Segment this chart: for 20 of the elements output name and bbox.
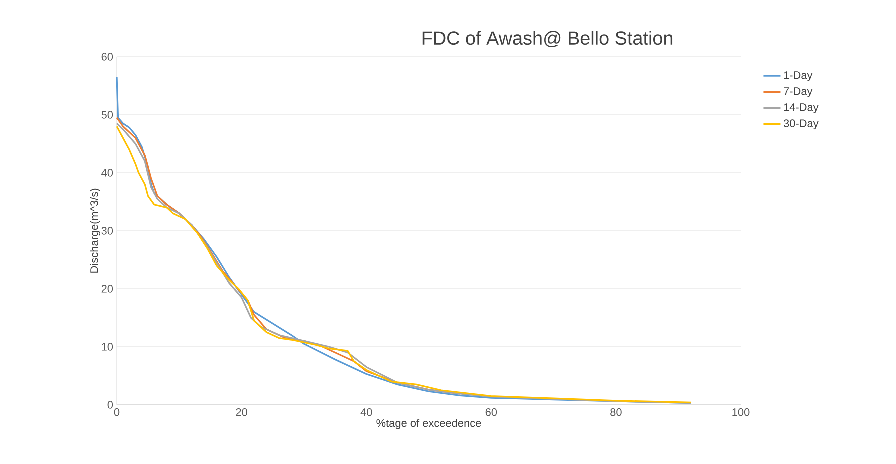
y-tick-label: 50 <box>102 111 114 119</box>
x-tick-label: 100 <box>732 408 750 416</box>
y-axis-title: Discharge(m^3/s) <box>90 188 100 273</box>
x-axis-title: %tage of exceedence <box>376 419 482 430</box>
legend-label: 30-Day <box>784 120 819 130</box>
chart-title: FDC of Awash@ Bello Station <box>422 31 673 48</box>
x-tick-label: 60 <box>486 408 498 416</box>
x-tick-label: 80 <box>610 408 622 416</box>
legend-label: 1-Day <box>784 72 813 82</box>
legend-label: 14-Day <box>784 104 819 114</box>
x-tick-label: 20 <box>236 408 248 416</box>
y-tick-label: 20 <box>102 285 114 293</box>
legend-label: 7-Day <box>784 88 813 98</box>
y-tick-label: 60 <box>102 53 114 61</box>
x-tick-label: 40 <box>360 408 372 416</box>
x-tick-label: 0 <box>114 408 120 416</box>
y-tick-label: 0 <box>108 401 114 409</box>
y-tick-label: 30 <box>102 227 114 235</box>
y-tick-label: 10 <box>102 343 114 351</box>
y-tick-label: 40 <box>102 169 114 177</box>
